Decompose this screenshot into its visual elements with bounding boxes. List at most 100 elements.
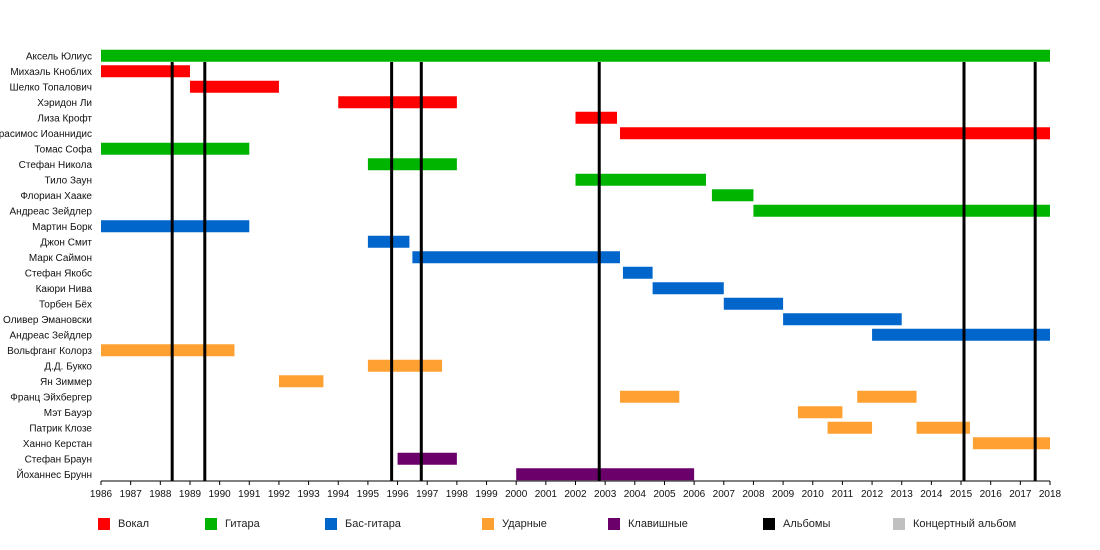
bar-drums	[797, 406, 843, 419]
legend-swatch-keys	[608, 518, 620, 530]
legend-item-vocals: Вокал	[98, 518, 149, 530]
x-tick-label: 2010	[802, 489, 825, 500]
legend-label: Бас-гитара	[345, 518, 401, 530]
bar-guitar	[711, 189, 754, 202]
bar-bass	[872, 328, 1050, 341]
bar-keys	[516, 468, 695, 481]
member-label: Каюри Нива	[36, 284, 93, 295]
member-label: Стефан Браун	[25, 453, 92, 465]
x-tick-label: 1993	[297, 489, 320, 500]
member-label: Томас Софа	[34, 143, 92, 155]
legend-item-bass: Бас-гитара	[325, 518, 401, 530]
bar-bass	[412, 251, 620, 264]
album-lines	[170, 62, 1037, 481]
x-tick-label: 2008	[742, 489, 765, 500]
bar-vocals	[189, 80, 279, 93]
bar-drums	[101, 344, 235, 357]
legend-swatch-vocals	[98, 518, 110, 530]
member-label: Мэт Бауэр	[44, 408, 93, 419]
x-tick-label: 1999	[475, 489, 498, 500]
member-label: Андреас Зейдлер	[10, 330, 93, 341]
x-tick-label: 2017	[1009, 489, 1032, 500]
legend-swatch-live	[893, 518, 905, 530]
bar-bass	[783, 313, 902, 326]
x-tick-label: 1997	[416, 489, 439, 500]
x-tick-label: 2007	[713, 489, 736, 500]
member-label: Ян Зиммер	[40, 377, 92, 388]
member-label: Андреас Зейдлер	[10, 206, 93, 217]
bar-drums	[827, 421, 873, 434]
legend-swatch-drums	[482, 518, 494, 530]
bar-drums	[857, 390, 917, 403]
member-label: Д.Д. Букко	[44, 361, 92, 372]
legend-label: Альбомы	[783, 518, 831, 530]
bar-drums	[367, 359, 443, 372]
member-label: Герасимос Иоаннидис	[0, 129, 92, 140]
x-tick-label: 1989	[179, 489, 202, 500]
x-tick-label: 1998	[446, 489, 469, 500]
bar-drums	[972, 437, 1050, 450]
legend-label: Концертный альбом	[913, 518, 1017, 530]
member-label: Оливер Эмановски	[3, 315, 92, 326]
x-tick-label: 2005	[653, 489, 676, 500]
x-tick-label: 2004	[624, 489, 647, 500]
x-tick-label: 1991	[238, 489, 261, 500]
member-label: Михаэль Кноблих	[10, 66, 92, 78]
member-label: Патрик Клозе	[29, 423, 92, 434]
x-tick-label: 1996	[386, 489, 409, 500]
member-label: Хэридон Ли	[37, 98, 92, 109]
member-label: Лиза Крофт	[37, 112, 92, 124]
legend-label: Вокал	[118, 518, 150, 530]
legend-label: Гитара	[225, 518, 260, 530]
x-tick-label: 2001	[535, 489, 558, 500]
member-label: Мартин Борк	[32, 222, 92, 233]
bar-vocals	[575, 111, 618, 124]
bar-drums	[278, 375, 324, 388]
member-label: Торбен Бёх	[39, 298, 92, 310]
x-tick-label: 2002	[564, 489, 587, 500]
bar-bass	[101, 220, 250, 233]
legend-swatch-albums	[763, 518, 775, 530]
legend-item-drums: Ударные	[482, 518, 547, 530]
legend-swatch-guitar	[205, 518, 217, 530]
bar-vocals	[619, 127, 1050, 140]
member-label: Аксель Юлиус	[26, 51, 92, 62]
bar-vocals	[101, 65, 190, 78]
bar-keys	[397, 452, 457, 465]
bar-guitar	[101, 142, 250, 155]
bar-guitar	[101, 49, 1050, 62]
x-tick-label: 1986	[90, 489, 113, 500]
member-label: Флориан Хааке	[20, 191, 92, 202]
x-tick-label: 1987	[120, 489, 143, 500]
x-tick-label: 2014	[920, 489, 943, 500]
member-label: Йоханнес Брунн	[16, 468, 92, 481]
x-tick-label: 1990	[209, 489, 232, 500]
x-tick-label: 2003	[594, 489, 617, 500]
bar-drums	[619, 390, 680, 403]
member-label: Франц Эйхбергер	[10, 391, 92, 403]
member-name-labels: Аксель Юлиус Михаэль Кноблих Шелко Топалов…	[0, 51, 93, 481]
x-tick-label: 2016	[980, 489, 1003, 500]
member-label: Стефан Никола	[19, 159, 93, 171]
legend-item-albums: Альбомы	[763, 518, 830, 530]
x-tick-label: 1992	[268, 489, 291, 500]
x-tick-label: 1994	[327, 489, 350, 500]
bar-guitar	[753, 204, 1050, 217]
bar-bass	[622, 266, 653, 279]
member-label: Джон Смит	[40, 237, 92, 248]
x-tick-label: 2018	[1039, 489, 1062, 500]
x-tick-label: 2009	[772, 489, 795, 500]
legend-item-keys: Клавишные	[608, 518, 688, 530]
bar-bass	[723, 297, 784, 310]
bar-guitar	[367, 158, 457, 171]
x-tick-label: 2011	[832, 489, 854, 500]
member-label: Шелко Топалович	[9, 82, 92, 93]
member-label: Тило Заун	[44, 175, 92, 186]
x-axis: 1986 1987 1988 1989 1990 1991 1992 1993 1994 1995…	[90, 480, 1062, 500]
member-label: Стефан Якобс	[25, 267, 92, 279]
bar-guitar	[575, 173, 706, 186]
band-timeline-chart: Аксель Юлиус Михаэль Кноблих Шелко Топалов…	[0, 49, 1062, 500]
legend-item-guitar: Гитара	[205, 518, 260, 530]
legend-label: Ударные	[502, 518, 547, 530]
member-label: Марк Саймон	[29, 253, 92, 264]
